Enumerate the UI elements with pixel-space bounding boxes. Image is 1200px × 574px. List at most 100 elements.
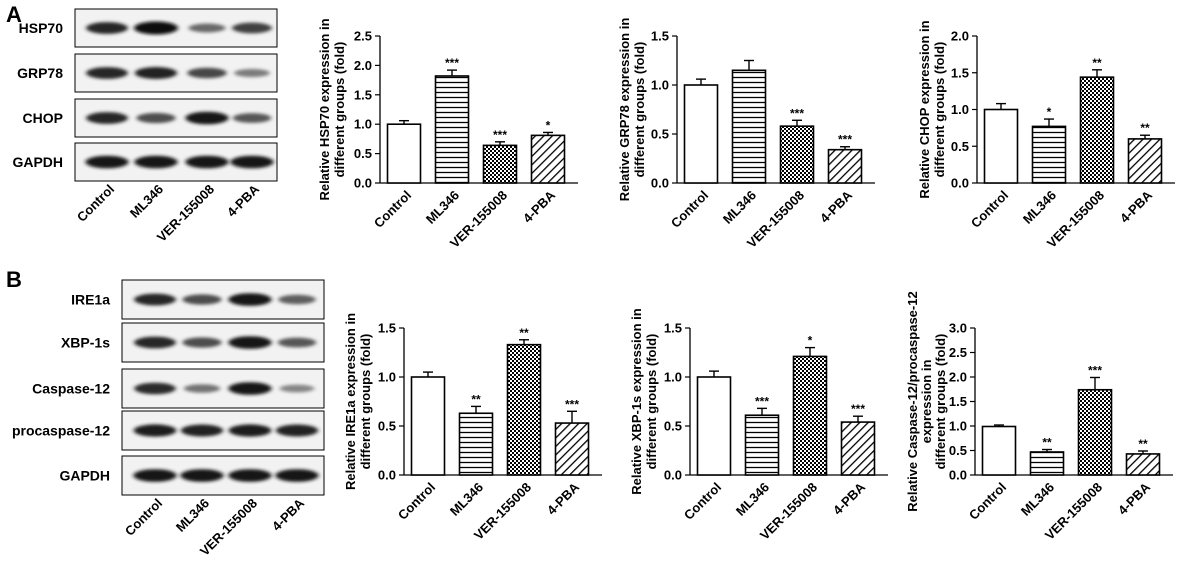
bar [1079,76,1115,184]
blot-band [187,67,227,79]
bar [530,134,566,184]
blot-band [232,113,272,123]
significance-mark: * [546,118,551,132]
blot-row: GRP78 [17,53,278,93]
blot-band [136,112,176,124]
blot-band [134,66,178,80]
y-tick-label: 1.0 [664,370,682,385]
significance-mark: ** [471,392,481,406]
blot-band [185,155,229,169]
y-tick-label: 0.5 [664,419,682,434]
bar [410,376,446,476]
y-tick-label: 2.0 [951,29,969,44]
bar [683,84,719,184]
y-tick-label: 2.0 [354,58,372,73]
x-tick-label: ML346 [733,480,772,519]
x-tick-label: 4-PBA [1117,187,1156,226]
significance-mark: ** [1138,437,1148,451]
blot-band [228,336,272,349]
bar [792,355,828,476]
x-tick-label: 4-PBA [520,187,559,226]
y-axis-label: expression in [919,360,934,444]
x-tick-label: ML346 [423,188,462,227]
y-tick-label: 0.0 [951,176,969,191]
blot-band [234,68,270,78]
blot-band [275,424,319,437]
bar-chart-1: 0.0 0.5 1.0 1.5 2.0 2.5 Relative HSP70 express… [317,18,578,251]
bar [386,123,422,184]
x-tick-label: ML346 [447,480,486,519]
y-axis-label: different groups (fold) [932,42,947,178]
y-tick-label: 1.0 [651,78,669,93]
x-tick-label: Control [681,480,724,523]
x-tick-label: 4-PBA [830,479,869,518]
y-tick-label: 1.0 [951,102,969,117]
x-tick-label: 4-PBA [544,479,583,518]
blot-band [134,155,178,169]
y-axis-label: Relative XBP-1s expression in [629,308,644,494]
y-tick-label: 0.0 [651,176,669,191]
y-tick-label: 2.5 [949,345,967,360]
x-tick-label: 4-PBA [817,187,856,226]
blot-row: GAPDH [59,455,325,496]
bar [482,144,518,184]
blot-band [182,337,222,348]
blot-band [134,336,176,349]
bar-chart-2: 0.0 0.5 1.0 1.5 Relative GRP78 expression in… [617,18,875,251]
blot-band [185,111,229,125]
blot-band [133,469,177,482]
blot-band [134,293,176,306]
y-axis-label: Relative IRE1a expression in [343,313,358,490]
bar-chart-4: 0.0 0.5 1.0 1.5 Relative IRE1a expression in… [343,313,602,543]
blot-band [228,293,272,306]
y-tick-label: 2.0 [949,370,967,385]
significance-mark: ** [1092,56,1102,70]
lane-label: 4-PBA [269,495,308,534]
bar-chart-5: 0.0 0.5 1.0 1.5 Relative XBP-1s expression i… [629,308,888,543]
x-tick-label: ML346 [1018,480,1057,519]
significance-mark: *** [565,397,579,411]
bar [554,422,590,476]
blot-label: Caspase-12 [32,381,110,397]
significance-mark: *** [851,402,865,416]
blot-label: procaspase-12 [12,423,110,439]
blot-label: XBP-1s [61,335,110,351]
blot-row: GAPDH [12,142,278,182]
x-tick-label: Control [395,480,438,523]
y-axis-label: Relative CHOP expression in [917,20,932,198]
panel-letter: A [6,2,22,27]
blot-band [134,382,176,395]
bar [1077,388,1113,476]
blot-band [86,67,128,79]
blot-label: IRE1a [71,292,110,308]
y-tick-label: 1.0 [378,370,396,385]
significance-mark: * [1047,105,1052,119]
y-tick-label: 0.0 [354,176,372,191]
blot-band [180,424,224,437]
blot-panel-B: B IRE1a XBP-1s Caspase-12 procaspase-12 GAPDH… [6,267,325,559]
x-tick-label: Control [968,188,1011,231]
bar [458,412,494,476]
blot-band [275,469,319,482]
bar-charts-layer: 0.0 0.5 1.0 1.5 2.0 2.5 Relative HSP70 express… [317,18,1175,543]
bar [731,69,767,184]
blot-row: CHOP [23,98,278,138]
y-tick-label: 0.5 [949,443,967,458]
bar [827,148,863,184]
blot-row: HSP70 [19,8,278,48]
significance-mark: *** [445,56,459,70]
blot-band [86,22,128,34]
y-tick-label: 3.0 [949,321,967,336]
blot-band [231,22,273,34]
lane-label: ML346 [173,496,212,535]
y-tick-label: 1.0 [354,117,372,132]
y-tick-label: 1.5 [664,321,682,336]
blot-band [134,21,178,35]
significance-mark: *** [1088,363,1102,377]
bar [779,125,815,184]
bar [1127,138,1163,184]
bar [696,376,732,476]
blot-band [188,23,226,33]
